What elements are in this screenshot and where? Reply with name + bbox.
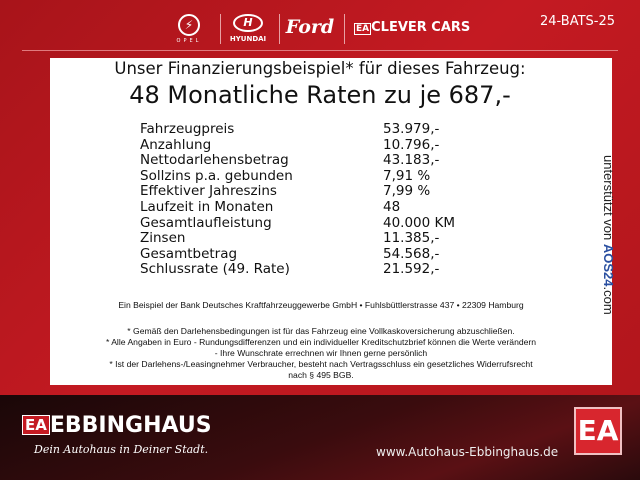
ford-logo: Ford (285, 16, 335, 38)
finance-row: Zinsen 11.385,- (140, 230, 439, 247)
row-label: Gesamtlaufleistung (140, 214, 272, 231)
sponsor-suffix: .com (601, 286, 616, 315)
ebbinghaus-name: EBBINGHAUS (49, 413, 212, 438)
row-label: Zinsen (140, 230, 186, 247)
slogan: Dein Autohaus in Deiner Stadt. (34, 443, 209, 456)
aos24-logo: AOS24 (601, 243, 616, 287)
finance-row: Effektiver Jahreszins 7,99 % (140, 183, 430, 200)
finance-row: Nettodarlehensbetrag 43.183,- (140, 152, 439, 169)
finance-row: Anzahlung 10.796,- (140, 136, 439, 153)
row-value: 40.000 KM (383, 214, 456, 231)
finance-panel (50, 58, 612, 385)
sponsor-prefix: unterstützt von (601, 155, 616, 244)
footer: EA EBBINGHAUS Dein Autohaus in Deiner Sta… (0, 395, 640, 480)
insurance-note: * Gemäß den Darlehensbedingungen ist für… (127, 326, 515, 336)
ea-badge-icon: EA (574, 407, 622, 455)
opel-logo: ⚡ OPEL (172, 14, 206, 44)
finance-row: Schlussrate (49. Rate) 21.592,- (140, 261, 439, 278)
row-label: Gesamtbetrag (140, 245, 238, 262)
row-value: 54.568,- (383, 245, 440, 262)
finance-title: Unser Finanzierungsbeispiel* für dieses … (114, 59, 526, 78)
clever-cars-logo: EA CLEVER CARS (354, 20, 470, 35)
row-label: Schlussrate (49. Rate) (140, 261, 290, 278)
row-label: Effektiver Jahreszins (140, 183, 277, 200)
row-value: 48 (383, 199, 401, 215)
finance-row: Fahrzeugpreis 53.979,- (140, 121, 439, 137)
sponsor-label: unterstützt von AOS24.com (596, 155, 616, 330)
row-value: 10.796,- (383, 136, 440, 153)
finance-row: Laufzeit in Monaten 48 (140, 199, 400, 215)
opel-label: OPEL (176, 38, 202, 44)
website-link[interactable]: www.Autohaus-Ebbinghaus.de (376, 445, 559, 459)
finance-row: Gesamtbetrag 54.568,- (140, 245, 439, 262)
withdrawal-note: * Ist der Darlehens-/Leasingnehmer Verbr… (109, 359, 533, 369)
row-label: Anzahlung (140, 136, 212, 153)
row-label: Fahrzeugpreis (140, 121, 235, 137)
row-value: 7,91 % (383, 167, 431, 184)
finance-row: Gesamtlaufleistung 40.000 KM (140, 214, 455, 231)
row-value: 11.385,- (383, 230, 440, 247)
euro-note: * Alle Angaben in Euro - Rundungsdiffere… (105, 337, 537, 347)
divider (344, 14, 345, 44)
row-label: Nettodarlehensbetrag (140, 152, 289, 169)
row-label: Laufzeit in Monaten (140, 199, 274, 215)
row-value: 53.979,- (383, 121, 440, 137)
opel-bolt-icon: ⚡ (178, 14, 200, 36)
monthly-rate-headline: 48 Monatliche Raten zu je 687,- (129, 81, 511, 109)
hyundai-logo: H HYUNDAI (225, 14, 271, 43)
clever-cars-label: CLEVER CARS (371, 20, 471, 35)
divider (279, 14, 280, 44)
euro-note-2: - Ihre Wunschrate errechnen wir Ihnen ge… (214, 348, 428, 358)
hyundai-label: HYUNDAI (229, 35, 267, 43)
vehicle-id: 24-BATS-25 (540, 14, 615, 29)
withdrawal-note-2: nach § 495 BGB. (288, 370, 354, 380)
bank-note: Ein Beispiel der Bank Deutsches Kraftfah… (118, 300, 524, 310)
row-value: 7,99 % (383, 183, 431, 200)
divider (220, 14, 221, 44)
row-value: 21.592,- (383, 261, 440, 278)
header-divider (22, 50, 618, 51)
row-label: Sollzins p.a. gebunden (140, 167, 293, 184)
ebbinghaus-logo: EA EBBINGHAUS (22, 413, 212, 439)
ea-icon: EA (22, 415, 50, 435)
finance-row: Sollzins p.a. gebunden 7,91 % (140, 167, 430, 184)
row-value: 43.183,- (383, 152, 440, 169)
notes-block: Ein Beispiel der Bank Deutsches Kraftfah… (52, 300, 590, 381)
ea-icon: EA (354, 23, 372, 35)
